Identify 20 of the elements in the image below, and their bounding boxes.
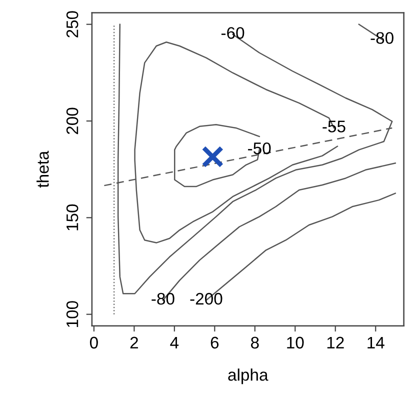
x-tick-label: 0 xyxy=(90,336,98,349)
x-tick-label: 2 xyxy=(130,336,138,348)
x-tick-label: 12 xyxy=(327,336,344,348)
series-label: -50 xyxy=(248,142,271,154)
series-label: -80 xyxy=(152,292,174,305)
x-tick-label: 8 xyxy=(250,336,259,349)
y-tick-label: 200 xyxy=(66,108,78,134)
x-tick-label: 6 xyxy=(210,336,219,349)
y-tick-label: 150 xyxy=(66,204,78,230)
y-tick-label: 100 xyxy=(66,301,78,327)
y-tick-label: 250 xyxy=(66,11,78,38)
x-tick-label: 14 xyxy=(368,336,384,348)
series-label: -55 xyxy=(322,120,346,132)
x-tick-label: 4 xyxy=(170,336,179,348)
x-tick-label: 10 xyxy=(287,336,304,349)
series-label: -60 xyxy=(221,27,244,39)
series-label: -80 xyxy=(370,32,394,44)
series-label: -200 xyxy=(190,292,222,305)
y-axis-title: theta xyxy=(36,150,49,188)
x-axis-title: alpha xyxy=(228,368,268,384)
